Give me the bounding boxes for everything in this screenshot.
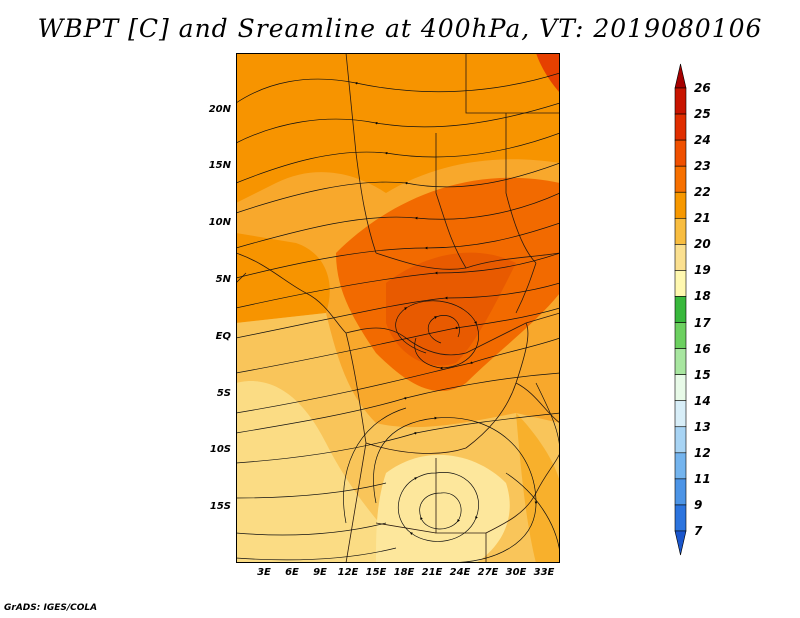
colorbar-label: 7 [694, 524, 703, 538]
wbpt-zone-22 [236, 53, 560, 203]
colorbar-swatch [674, 244, 687, 271]
lon-label: 3E [257, 567, 271, 578]
colorbar-swatch [674, 191, 687, 219]
colorbar-label: 26 [694, 81, 711, 95]
colorbar-label: 23 [694, 159, 711, 174]
lon-label: 33E [533, 567, 555, 578]
lat-label: 20N [208, 104, 231, 115]
map-title: WBPT [C] and Sreamline at 400hPa, VT: 20… [37, 14, 763, 43]
lat-label: 5N [215, 274, 231, 285]
colorbar-swatch [674, 296, 687, 323]
lat-label: 5S [216, 388, 231, 399]
lon-label: 12E [337, 567, 359, 578]
colorbar-label: 20 [694, 237, 711, 252]
colorbar-label: 16 [694, 341, 711, 356]
lat-label: 15N [208, 160, 231, 171]
colorbar-top-arrow [674, 63, 687, 89]
colorbar-label: 22 [694, 185, 711, 200]
wbpt-zone-22b [236, 233, 330, 323]
colorbar-label: 15 [694, 367, 711, 382]
wbpt-zone-19b [376, 454, 510, 563]
colorbar-swatch [674, 426, 687, 454]
lat-label: 15S [209, 501, 231, 512]
colorbar [674, 63, 687, 556]
lon-label: 15E [365, 567, 387, 578]
lon-label: 9E [313, 567, 327, 578]
colorbar-label: 19 [694, 263, 711, 278]
colorbar-label: 9 [694, 497, 703, 512]
lat-label: 10N [208, 217, 231, 228]
lon-label: 18E [393, 567, 415, 578]
lon-label: 21E [421, 567, 443, 578]
wbpt-zone-19 [236, 381, 416, 563]
colorbar-swatch [674, 217, 687, 245]
colorbar-label: 25 [694, 107, 711, 122]
colorbar-swatch [674, 478, 687, 506]
colorbar-label: 18 [694, 289, 711, 304]
lon-label: 27E [477, 567, 499, 578]
colorbar-label: 24 [694, 133, 711, 148]
colorbar-label: 14 [694, 393, 711, 408]
colorbar-swatch [674, 348, 687, 375]
colorbar-swatch [674, 165, 687, 193]
grads-credit: GrADS: IGES/COLA [4, 603, 98, 613]
colorbar-bottom-arrow [674, 530, 687, 556]
colorbar-swatch [674, 504, 687, 532]
colorbar-swatch [674, 270, 687, 297]
colorbar-label: 13 [694, 419, 711, 434]
colorbar-label: 12 [694, 445, 711, 460]
colorbar-swatch [674, 87, 687, 115]
lon-label: 30E [505, 567, 527, 578]
map-panel [236, 53, 560, 563]
colorbar-swatch [674, 322, 687, 349]
streamlines [236, 72, 560, 563]
colorbar-label: 11 [694, 471, 711, 486]
colorbar-label: 17 [694, 315, 711, 330]
colorbar-swatch [674, 139, 687, 167]
colorbar-swatch [674, 113, 687, 141]
lon-label: 6E [285, 567, 299, 578]
colorbar-label: 21 [694, 211, 711, 226]
lat-label: EQ [215, 331, 231, 342]
colorbar-swatch [674, 452, 687, 480]
lat-label: 10S [209, 444, 231, 455]
lon-label: 24E [449, 567, 471, 578]
colorbar-swatch [674, 400, 687, 428]
colorbar-swatch [674, 374, 687, 402]
wbpt-zone-24-ne [536, 53, 560, 93]
